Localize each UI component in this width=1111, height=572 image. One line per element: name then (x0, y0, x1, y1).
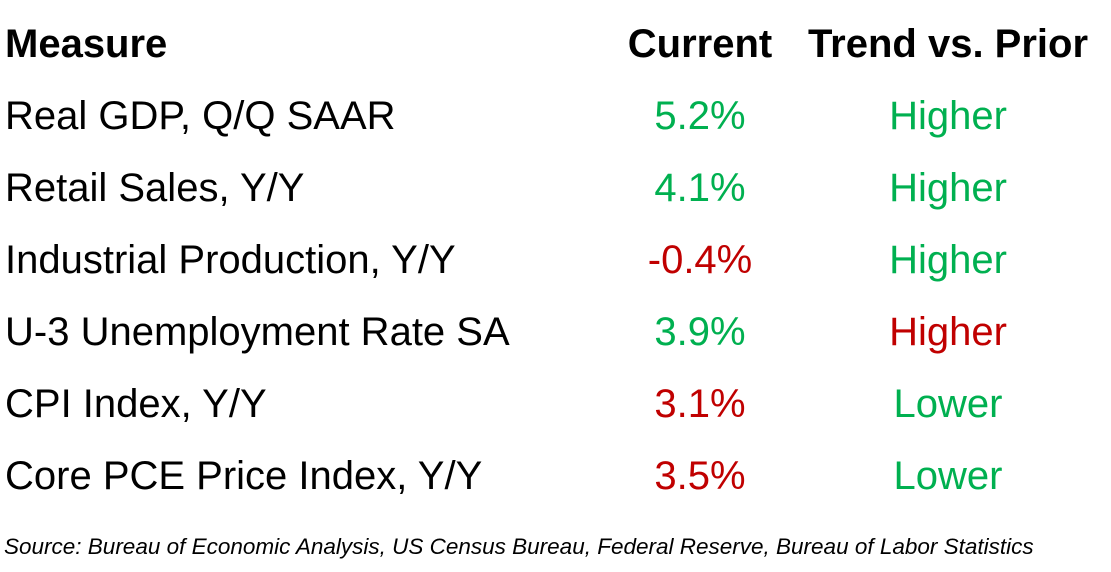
col-header-trend: Trend vs. Prior (807, 22, 1089, 66)
trend-value: Higher (889, 310, 1007, 354)
trend-value: Higher (889, 166, 1007, 210)
col-header-current: Current (627, 22, 773, 66)
measure-label: Core PCE Price Index, Y/Y (5, 454, 483, 498)
measure-label: Industrial Production, Y/Y (5, 238, 456, 282)
source-note: Source: Bureau of Economic Analysis, US … (4, 534, 1034, 559)
measure-label: Retail Sales, Y/Y (5, 166, 305, 210)
current-value: 4.1% (654, 166, 746, 210)
measure-label: Real GDP, Q/Q SAAR (5, 94, 396, 138)
indicator-table: Measure Current Trend vs. Prior Real GDP… (0, 8, 1111, 512)
current-value: 3.9% (654, 310, 746, 354)
current-value: 3.1% (654, 382, 746, 426)
measure-label: CPI Index, Y/Y (5, 382, 267, 426)
measure-label: U-3 Unemployment Rate SA (5, 310, 510, 354)
trend-value: Lower (893, 382, 1003, 426)
trend-value: Lower (893, 454, 1003, 498)
trend-value: Higher (889, 238, 1007, 282)
current-value: 5.2% (654, 94, 746, 138)
col-header-measure: Measure (5, 22, 168, 66)
trend-value: Higher (889, 94, 1007, 138)
current-value: -0.4% (647, 238, 753, 282)
current-value: 3.5% (654, 454, 746, 498)
